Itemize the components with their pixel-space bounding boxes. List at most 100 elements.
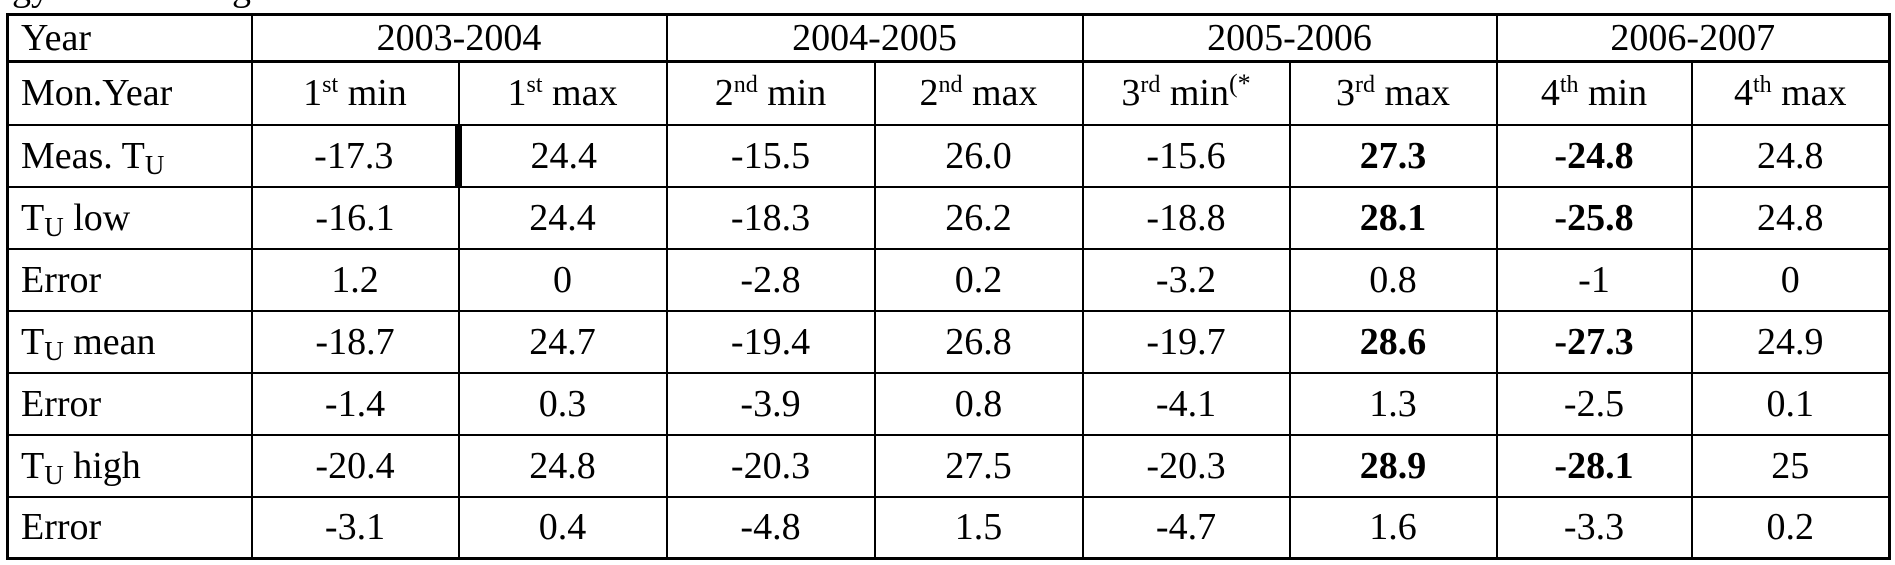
- monyear-row-label: Mon.Year: [6, 60, 253, 126]
- table-row: TU mean -18.7 24.7 -19.4 26.8 -19.7 28.6 -27.3 2…: [6, 309, 1891, 374]
- value-cell: -4.1: [1081, 371, 1291, 436]
- ordinal-superscript: nd: [733, 72, 758, 99]
- table-row: Meas. TU -17.3 24.4 -15.5 26.0 -15.6 27.3 -24.8…: [6, 123, 1891, 188]
- year-span-header: 2004-2005: [665, 13, 1084, 63]
- subscript: U: [144, 150, 165, 181]
- column-header: 3rd min(*: [1081, 60, 1291, 126]
- value-cell: -24.8: [1495, 123, 1693, 188]
- value-cell: 0.1: [1690, 371, 1891, 436]
- row-label: Meas. TU: [6, 123, 253, 188]
- value-cell: -4.8: [665, 495, 876, 560]
- value-cell: 27.5: [873, 433, 1084, 498]
- year-span-header: 2006-2007: [1495, 13, 1891, 63]
- value-cell: 26.8: [873, 309, 1084, 374]
- table-row: Error 1.2 0 -2.8 0.2 -3.2 0.8 -1 0: [6, 247, 1891, 312]
- table-body: Meas. TU -17.3 24.4 -15.5 26.0 -15.6 27.3 -24.8…: [6, 123, 1891, 560]
- value-cell: 24.9: [1690, 309, 1891, 374]
- cropped-caption-remnant: gy g: [0, 0, 1895, 13]
- value-cell: -19.4: [665, 309, 876, 374]
- subscript: U: [44, 460, 64, 491]
- column-header: 4th max: [1690, 60, 1891, 126]
- value-cell: 28.9: [1288, 433, 1498, 498]
- value-cell: -25.8: [1495, 185, 1693, 250]
- ordinal-superscript: th: [1559, 72, 1579, 99]
- row-label: Error: [6, 247, 253, 312]
- value-cell: -15.5: [665, 123, 876, 188]
- value-cell: 24.8: [1690, 123, 1891, 188]
- row-label: TU high: [6, 433, 253, 498]
- column-header: 2nd max: [873, 60, 1084, 126]
- footnote-marker: (*: [1228, 69, 1251, 99]
- year-span-header: 2003-2004: [250, 13, 668, 63]
- column-header-row: Mon.Year 1st min 1st max 2nd min 2nd max 3rd…: [6, 60, 1891, 126]
- value-cell: -18.8: [1081, 185, 1291, 250]
- ordinal-superscript: th: [1752, 72, 1772, 99]
- value-cell: 26.0: [873, 123, 1084, 188]
- caption-fragment: g: [232, 0, 251, 7]
- value-cell: -18.7: [250, 309, 460, 374]
- column-header: 2nd min: [665, 60, 876, 126]
- value-cell: -15.6: [1081, 123, 1291, 188]
- value-cell: -4.7: [1081, 495, 1291, 560]
- column-header: 3rd max: [1288, 60, 1498, 126]
- ordinal-superscript: rd: [1140, 72, 1161, 99]
- ordinal-superscript: st: [526, 72, 543, 99]
- table-row: TU low -16.1 24.4 -18.3 26.2 -18.8 28.1 -25.8 24…: [6, 185, 1891, 250]
- value-cell: 24.8: [457, 433, 668, 498]
- column-header: 1st max: [457, 60, 668, 126]
- value-cell: 1.5: [873, 495, 1084, 560]
- value-cell: 0.8: [873, 371, 1084, 436]
- table-row: Error -1.4 0.3 -3.9 0.8 -4.1 1.3 -2.5 0.1: [6, 371, 1891, 436]
- value-cell: 0: [457, 247, 668, 312]
- value-cell: 27.3: [1288, 123, 1498, 188]
- value-cell: -3.3: [1495, 495, 1693, 560]
- subscript: U: [44, 212, 64, 243]
- row-label: Error: [6, 495, 253, 560]
- value-cell: 1.6: [1288, 495, 1498, 560]
- value-cell: 0.2: [873, 247, 1084, 312]
- ordinal-superscript: nd: [938, 72, 963, 99]
- value-cell: 24.4: [457, 185, 668, 250]
- value-cell: 24.7: [457, 309, 668, 374]
- value-cell: 26.2: [873, 185, 1084, 250]
- value-cell: -28.1: [1495, 433, 1693, 498]
- value-cell: -20.4: [250, 433, 460, 498]
- value-cell: -2.8: [665, 247, 876, 312]
- subscript: U: [44, 336, 64, 367]
- value-cell: -19.7: [1081, 309, 1291, 374]
- column-header: 4th min: [1495, 60, 1693, 126]
- value-cell: -27.3: [1495, 309, 1693, 374]
- value-cell: 24.4: [455, 123, 668, 188]
- value-cell: 0.2: [1690, 495, 1891, 560]
- value-cell: 24.8: [1690, 185, 1891, 250]
- value-cell: -20.3: [665, 433, 876, 498]
- value-cell: -20.3: [1081, 433, 1291, 498]
- value-cell: 28.1: [1288, 185, 1498, 250]
- ordinal-superscript: rd: [1355, 72, 1376, 99]
- column-header: 1st min: [250, 60, 460, 126]
- year-header-row: Year 2003-2004 2004-2005 2005-2006 2006-200…: [6, 13, 1891, 63]
- value-cell: 1.3: [1288, 371, 1498, 436]
- value-cell: -16.1: [250, 185, 460, 250]
- value-cell: 0: [1690, 247, 1891, 312]
- table-row: Error -3.1 0.4 -4.8 1.5 -4.7 1.6 -3.3 0.2: [6, 495, 1891, 560]
- temperature-comparison-table: Year 2003-2004 2004-2005 2005-2006 2006-200…: [6, 13, 1891, 560]
- row-label: TU mean: [6, 309, 253, 374]
- value-cell: -17.3: [250, 123, 460, 188]
- value-cell: -18.3: [665, 185, 876, 250]
- value-cell: -3.9: [665, 371, 876, 436]
- value-cell: 0.3: [457, 371, 668, 436]
- value-cell: 0.4: [457, 495, 668, 560]
- value-cell: 28.6: [1288, 309, 1498, 374]
- year-span-header: 2005-2006: [1081, 13, 1498, 63]
- value-cell: -3.1: [250, 495, 460, 560]
- row-label: Error: [6, 371, 253, 436]
- value-cell: -2.5: [1495, 371, 1693, 436]
- table-row: TU high -20.4 24.8 -20.3 27.5 -20.3 28.9 -28.1 2…: [6, 433, 1891, 498]
- value-cell: 1.2: [250, 247, 460, 312]
- year-row-label: Year: [6, 13, 253, 63]
- value-cell: 0.8: [1288, 247, 1498, 312]
- value-cell: -1: [1495, 247, 1693, 312]
- ordinal-superscript: st: [322, 72, 339, 99]
